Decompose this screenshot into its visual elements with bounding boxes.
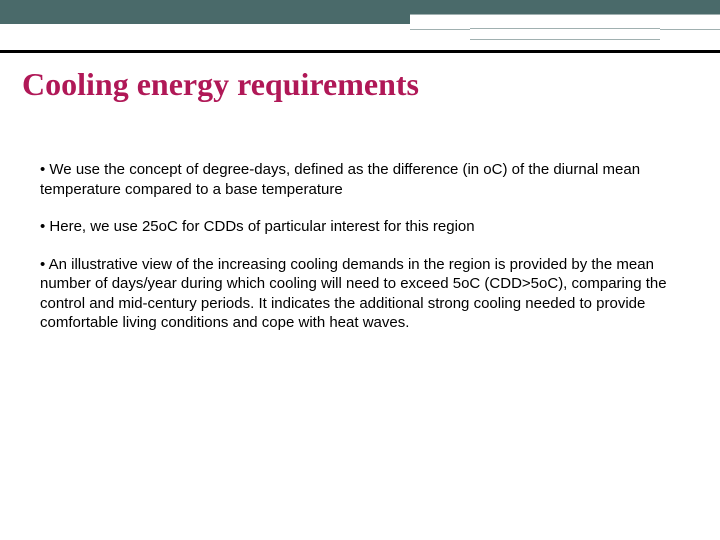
accent-block-2	[470, 28, 660, 40]
bullet-item: An illustrative view of the increasing c…	[40, 255, 680, 333]
slide-title: Cooling energy requirements	[22, 66, 419, 103]
slide-body: We use the concept of degree-days, defin…	[40, 160, 680, 351]
bullet-item: Here, we use 25oC for CDDs of particular…	[40, 217, 680, 237]
title-underline	[0, 50, 720, 53]
bullet-item: We use the concept of degree-days, defin…	[40, 160, 680, 199]
